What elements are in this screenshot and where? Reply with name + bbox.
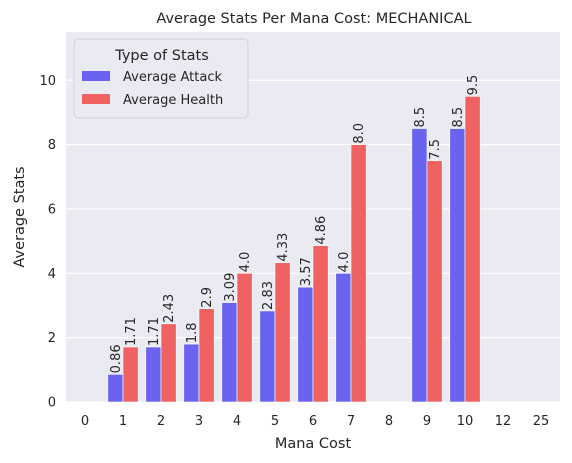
bar-label-average-health: 4.0 — [238, 252, 253, 273]
legend-swatch-average-health — [82, 94, 110, 104]
bar-label-average-attack: 1.71 — [147, 317, 162, 346]
bar-average-health — [236, 273, 253, 403]
bar-label-average-attack: 3.09 — [223, 273, 238, 302]
y-axis-label: Average Stats — [12, 166, 28, 267]
x-axis-ticks: 0 1 2 3 4 5 6 7 8 9 10 12 25 — [81, 414, 549, 429]
bar-average-health — [350, 144, 367, 403]
x-tick-label: 2 — [157, 414, 165, 429]
x-tick-label: 0 — [81, 414, 89, 429]
bar-label-average-health: 2.43 — [162, 294, 177, 323]
legend-label-average-health: Average Health — [123, 93, 223, 108]
legend-box — [73, 38, 249, 119]
x-tick-label: 5 — [271, 414, 279, 429]
x-tick-label: 10 — [457, 414, 474, 429]
legend-swatch-average-attack — [82, 71, 110, 81]
bar-label-average-health: 9.5 — [466, 75, 481, 96]
bar-average-attack — [221, 302, 238, 403]
bar-label-average-attack: 8.5 — [451, 107, 466, 128]
legend-label-average-attack: Average Attack — [123, 70, 222, 85]
x-tick-label: 25 — [533, 414, 550, 429]
y-axis-ticks: 0 2 4 6 8 10 — [39, 74, 56, 411]
bar-label-average-attack: 3.57 — [299, 257, 314, 286]
bar-average-attack — [411, 128, 428, 403]
bar-average-health — [464, 96, 481, 403]
y-tick-label: 8 — [48, 138, 56, 153]
bar-average-attack — [297, 286, 314, 403]
bar-average-health — [122, 346, 139, 403]
bar-average-attack — [107, 374, 124, 403]
x-tick-label: 12 — [495, 414, 512, 429]
bar-label-average-health: 7.5 — [428, 139, 443, 160]
y-tick-label: 4 — [48, 267, 56, 282]
y-tick-label: 10 — [39, 74, 56, 89]
bar-average-health — [274, 262, 291, 403]
legend: Type of Stats Average Attack Average Hea… — [73, 38, 249, 119]
bar-average-attack — [259, 310, 276, 403]
x-axis-label: Mana Cost — [275, 436, 352, 452]
bar-label-average-attack: 2.83 — [261, 281, 276, 310]
bar-average-health — [198, 308, 215, 403]
y-tick-label: 2 — [48, 331, 56, 346]
bar-label-average-attack: 8.5 — [413, 107, 428, 128]
bar-average-attack — [145, 346, 162, 403]
bars — [107, 96, 481, 403]
y-tick-label: 0 — [48, 396, 56, 411]
bar-label-average-health: 1.71 — [124, 317, 139, 346]
bar-label-average-attack: 4.0 — [337, 252, 352, 273]
bar-average-health — [426, 160, 443, 403]
bar-label-average-attack: 1.8 — [185, 322, 200, 343]
x-tick-label: 6 — [309, 414, 317, 429]
legend-title: Type of Stats — [114, 48, 209, 64]
y-tick-label: 6 — [48, 202, 56, 217]
bar-label-average-health: 4.33 — [276, 233, 291, 262]
bar-average-attack — [183, 343, 200, 403]
bar-label-average-health: 4.86 — [314, 216, 329, 245]
bar-average-attack — [449, 128, 466, 403]
x-tick-label: 9 — [423, 414, 431, 429]
bar-average-attack — [335, 273, 352, 403]
bar-average-health — [312, 245, 329, 403]
bar-label-average-health: 8.0 — [352, 123, 367, 144]
bar-labels: 0.861.71 1.83.09 2.833.57 4.08.5 8.51.712.43… — [109, 75, 481, 374]
bar-label-average-health: 2.9 — [200, 287, 215, 308]
x-tick-label: 4 — [233, 414, 241, 429]
bar-label-average-attack: 0.86 — [109, 344, 124, 373]
x-tick-label: 8 — [385, 414, 393, 429]
x-tick-label: 3 — [195, 414, 203, 429]
chart-title: Average Stats Per Mana Cost: MECHANICAL — [156, 11, 471, 27]
bar-average-health — [160, 323, 177, 403]
x-tick-label: 7 — [347, 414, 355, 429]
x-tick-label: 1 — [119, 414, 127, 429]
